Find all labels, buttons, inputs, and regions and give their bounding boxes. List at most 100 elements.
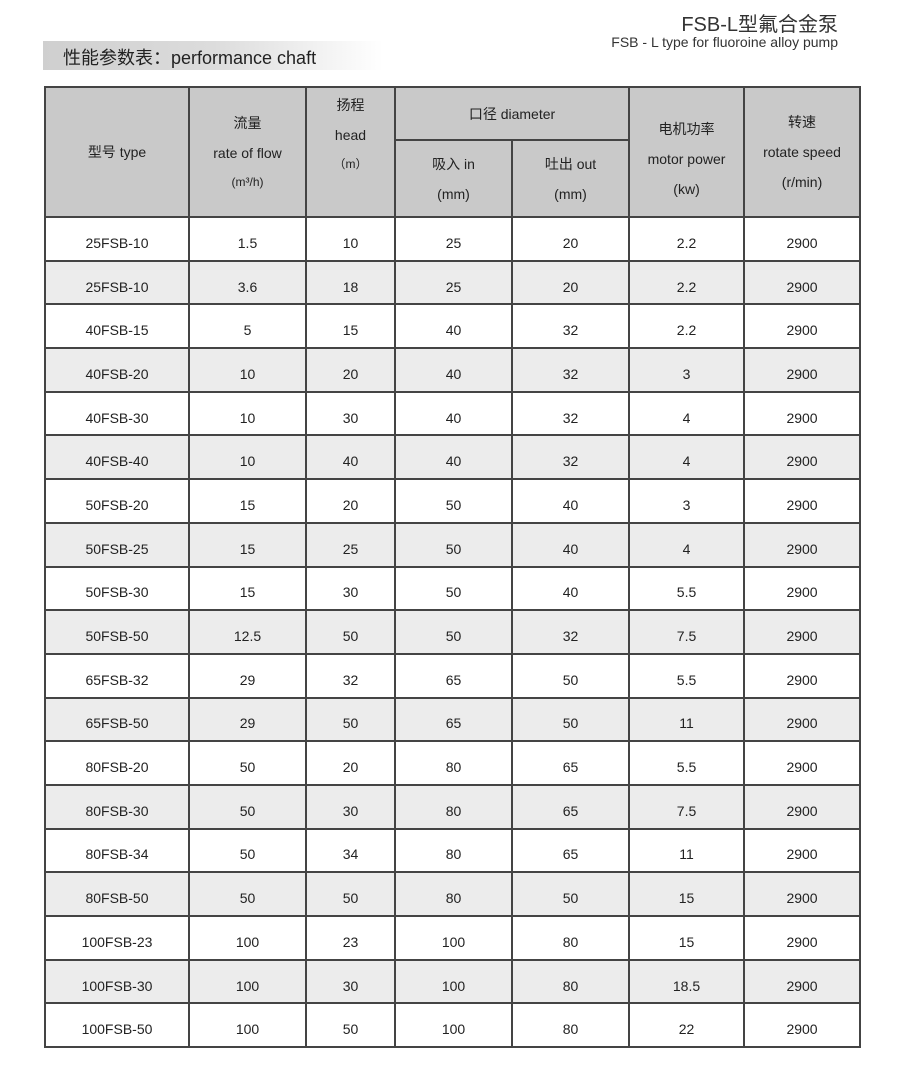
header-out: 吐出 out (mm) — [510, 139, 631, 218]
cell-power: 4 — [628, 521, 746, 568]
cell-flow: 100 — [188, 1002, 307, 1049]
cell-flow: 50 — [188, 783, 307, 830]
table-row: 80FSB-30 50 30 80 65 7.5 2900 — [44, 783, 862, 830]
cell-speed: 2900 — [743, 390, 862, 437]
cell-speed: 2900 — [743, 652, 862, 699]
cell-outlet: 32 — [510, 347, 631, 393]
header-in-label: 吸入 in — [432, 155, 475, 172]
cell-flow: 15 — [188, 565, 307, 612]
cell-speed: 2900 — [743, 478, 862, 524]
cell-speed: 2900 — [743, 871, 862, 917]
cell-flow: 10 — [188, 347, 307, 393]
cell-head: 18 — [305, 259, 396, 306]
cell-inlet: 50 — [394, 565, 513, 612]
cell-model: 25FSB-10 — [44, 259, 190, 306]
cell-model: 80FSB-50 — [44, 871, 190, 917]
cell-power: 11 — [628, 696, 746, 743]
table-row: 80FSB-34 50 34 80 65 11 2900 — [44, 827, 862, 874]
cell-model: 50FSB-20 — [44, 478, 190, 524]
cell-head: 30 — [305, 565, 396, 612]
cell-head: 50 — [305, 1002, 396, 1049]
table-row: 80FSB-20 50 20 80 65 5.5 2900 — [44, 740, 862, 786]
cell-power: 22 — [628, 1002, 746, 1049]
cell-flow: 100 — [188, 958, 307, 1005]
cell-power: 15 — [628, 915, 746, 961]
cell-flow: 100 — [188, 915, 307, 961]
cell-outlet: 32 — [510, 434, 631, 481]
cell-head: 34 — [305, 827, 396, 874]
cell-speed: 2900 — [743, 434, 862, 481]
cell-inlet: 80 — [394, 827, 513, 874]
cell-flow: 29 — [188, 696, 307, 743]
cell-head: 30 — [305, 390, 396, 437]
cell-head: 20 — [305, 740, 396, 786]
section-banner: 性能参数表：performance chaft — [43, 41, 383, 70]
cell-model: 40FSB-30 — [44, 390, 190, 437]
cell-model: 50FSB-25 — [44, 521, 190, 568]
cell-power: 7.5 — [628, 783, 746, 830]
header-power: 电机功率 motor power (kw) — [628, 86, 746, 218]
cell-inlet: 40 — [394, 434, 513, 481]
cell-head: 20 — [305, 347, 396, 393]
cell-inlet: 25 — [394, 216, 513, 262]
cell-inlet: 100 — [394, 958, 513, 1005]
table-row: 40FSB-30 10 30 40 32 4 2900 — [44, 390, 862, 437]
cell-outlet: 50 — [510, 696, 631, 743]
cell-speed: 2900 — [743, 827, 862, 874]
cell-flow: 50 — [188, 740, 307, 786]
table-row: 65FSB-32 29 32 65 50 5.5 2900 — [44, 652, 862, 699]
cell-power: 2.2 — [628, 259, 746, 306]
cell-head: 50 — [305, 609, 396, 655]
cell-inlet: 40 — [394, 390, 513, 437]
cell-head: 20 — [305, 478, 396, 524]
table-row: 50FSB-20 15 20 50 40 3 2900 — [44, 478, 862, 524]
table-row: 80FSB-50 50 50 80 50 15 2900 — [44, 871, 862, 917]
header-flow-unit: (m³/h) — [231, 175, 264, 189]
performance-table: 型号 type 流量 rate of flow (m³/h) 扬程 head （… — [44, 86, 862, 1049]
cell-head: 50 — [305, 871, 396, 917]
cell-speed: 2900 — [743, 783, 862, 830]
table-header: 型号 type 流量 rate of flow (m³/h) 扬程 head （… — [44, 86, 862, 218]
table-row: 100FSB-30 100 30 100 80 18.5 2900 — [44, 958, 862, 1005]
cell-flow: 50 — [188, 871, 307, 917]
cell-model: 40FSB-20 — [44, 347, 190, 393]
cell-power: 3 — [628, 347, 746, 393]
header-flow: 流量 rate of flow (m³/h) — [188, 86, 307, 218]
header-power-unit: (kw) — [673, 181, 700, 197]
header-speed: 转速 rotate speed (r/min) — [743, 86, 862, 218]
cell-model: 80FSB-34 — [44, 827, 190, 874]
header-head-cn: 扬程 — [336, 97, 365, 113]
cell-speed: 2900 — [743, 696, 862, 743]
product-title: FSB-L型氟合金泵 — [681, 14, 838, 36]
cell-model: 40FSB-15 — [44, 303, 190, 350]
cell-power: 4 — [628, 390, 746, 437]
cell-model: 65FSB-50 — [44, 696, 190, 743]
cell-head: 50 — [305, 696, 396, 743]
table-row: 40FSB-20 10 20 40 32 3 2900 — [44, 347, 862, 393]
cell-head: 30 — [305, 958, 396, 1005]
cell-power: 2.2 — [628, 303, 746, 350]
cell-inlet: 80 — [394, 871, 513, 917]
cell-outlet: 40 — [510, 565, 631, 612]
cell-outlet: 32 — [510, 390, 631, 437]
table-body: 25FSB-10 1.5 10 25 20 2.2 2900 25FSB-10 3.6 18 25 2… — [44, 216, 862, 1049]
cell-inlet: 50 — [394, 521, 513, 568]
cell-speed: 2900 — [743, 259, 862, 306]
cell-model: 100FSB-23 — [44, 915, 190, 961]
table-row: 100FSB-23 100 23 100 80 15 2900 — [44, 915, 862, 961]
table-row: 25FSB-10 3.6 18 25 20 2.2 2900 — [44, 259, 862, 306]
cell-flow: 12.5 — [188, 609, 307, 655]
cell-inlet: 50 — [394, 478, 513, 524]
cell-outlet: 65 — [510, 740, 631, 786]
cell-head: 25 — [305, 521, 396, 568]
cell-head: 23 — [305, 915, 396, 961]
cell-inlet: 40 — [394, 303, 513, 350]
cell-outlet: 50 — [510, 871, 631, 917]
cell-outlet: 65 — [510, 827, 631, 874]
table-row: 50FSB-50 12.5 50 50 32 7.5 2900 — [44, 609, 862, 655]
cell-speed: 2900 — [743, 740, 862, 786]
cell-flow: 15 — [188, 521, 307, 568]
cell-outlet: 80 — [510, 958, 631, 1005]
cell-head: 15 — [305, 303, 396, 350]
header-out-label: 吐出 out — [544, 155, 597, 172]
